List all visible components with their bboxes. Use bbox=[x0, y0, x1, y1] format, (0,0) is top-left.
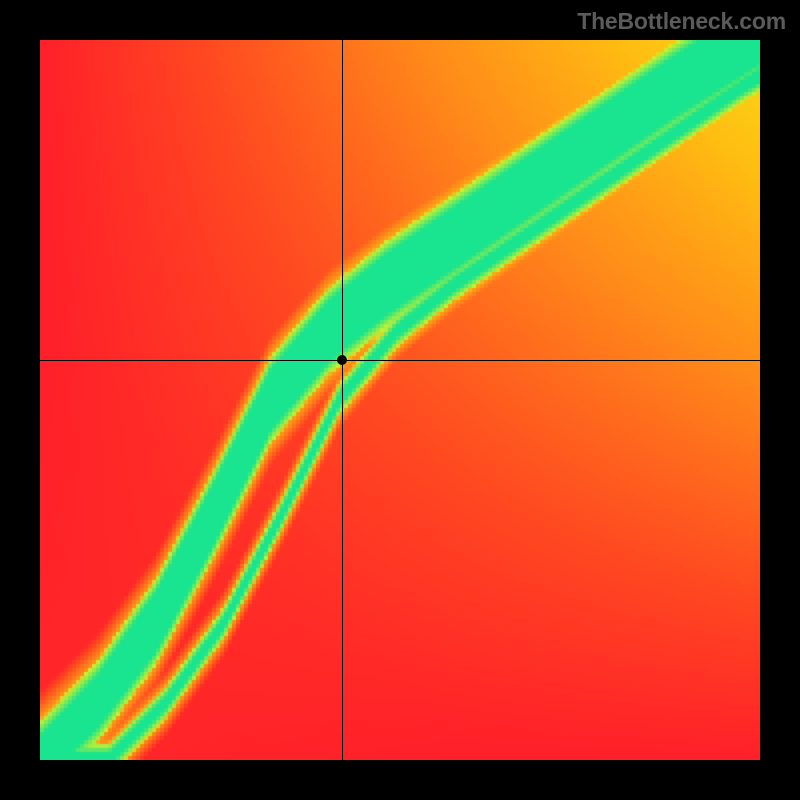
crosshair-horizontal bbox=[40, 360, 760, 361]
watermark-text: TheBottleneck.com bbox=[577, 8, 786, 35]
chart-container: TheBottleneck.com bbox=[0, 0, 800, 800]
heatmap-canvas bbox=[40, 40, 760, 760]
plot-area bbox=[40, 40, 760, 760]
crosshair-marker bbox=[337, 355, 347, 365]
crosshair-vertical bbox=[342, 40, 343, 760]
